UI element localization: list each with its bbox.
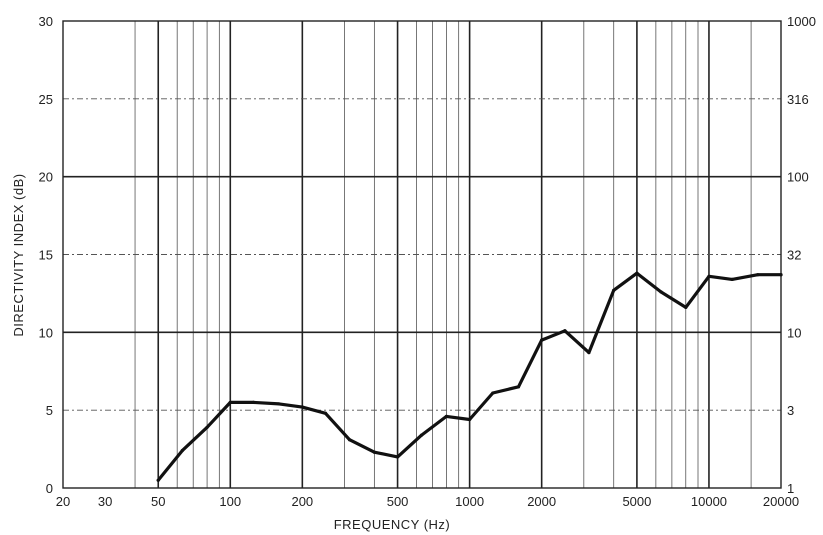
data-point — [540, 338, 544, 342]
y-tick-label: 5 — [46, 403, 53, 418]
data-point — [563, 329, 567, 333]
data-point — [707, 274, 711, 278]
x-tick-label: 1000 — [455, 494, 484, 509]
x-tick-label: 500 — [387, 494, 409, 509]
data-point — [251, 400, 256, 404]
y2-tick-label: 100 — [787, 170, 809, 185]
x-tick-label: 100 — [219, 494, 241, 509]
x-tick-labels: 20 30 50 100 200 500 1000 2000 5000 10000 20000 — [56, 494, 799, 509]
data-point — [635, 271, 639, 275]
data-point — [756, 273, 760, 277]
data-point — [684, 305, 688, 310]
x-tick-label: 5000 — [622, 494, 651, 509]
data-point — [730, 277, 734, 282]
data-point — [180, 449, 184, 453]
data-point — [372, 450, 376, 454]
data-point — [395, 455, 400, 459]
data-point — [277, 402, 281, 406]
y-axis-label: DIRECTIVITY INDEX (dB) — [11, 173, 26, 336]
y2-tick-label: 32 — [787, 248, 801, 263]
x-tick-label: 20000 — [763, 494, 799, 509]
data-point — [779, 273, 783, 277]
data-point — [587, 350, 591, 355]
data-point — [300, 405, 304, 409]
y2-tick-label: 10 — [787, 325, 801, 340]
x-tick-label: 10000 — [691, 494, 727, 509]
x-tick-label: 2000 — [527, 494, 556, 509]
data-point — [612, 288, 616, 292]
data-point — [156, 478, 160, 482]
y-tick-label: 20 — [39, 170, 53, 185]
x-tick-label: 20 — [56, 494, 70, 509]
data-point — [491, 391, 495, 395]
data-point — [659, 290, 663, 294]
y2-tick-labels: 1 3 10 32 100 316 1000 — [787, 14, 816, 496]
x-axis-label: FREQUENCY (Hz) — [334, 517, 451, 532]
data-point — [228, 400, 232, 404]
data-point — [205, 425, 209, 429]
data-point — [516, 385, 521, 389]
y-tick-label: 15 — [39, 248, 53, 263]
plot-frame — [62, 20, 782, 489]
grid — [63, 21, 781, 488]
y-tick-label: 0 — [46, 481, 53, 496]
y-tick-label: 10 — [39, 325, 53, 340]
y-tick-labels: 0 5 10 15 20 25 30 — [39, 14, 53, 496]
x-tick-label: 50 — [151, 494, 165, 509]
data-point — [347, 438, 352, 442]
x-tick-label: 200 — [291, 494, 313, 509]
y2-tick-label: 316 — [787, 92, 809, 107]
y2-tick-label: 3 — [787, 403, 794, 418]
y2-tick-label: 1 — [787, 481, 794, 496]
data-points — [156, 271, 783, 482]
x-tick-label: 30 — [98, 494, 112, 509]
data-point — [444, 414, 449, 418]
data-point — [323, 411, 328, 415]
y2-tick-label: 1000 — [787, 14, 816, 29]
y-tick-label: 30 — [39, 14, 53, 29]
y-tick-label: 25 — [39, 92, 53, 107]
data-point — [419, 433, 424, 437]
data-point — [468, 417, 472, 422]
